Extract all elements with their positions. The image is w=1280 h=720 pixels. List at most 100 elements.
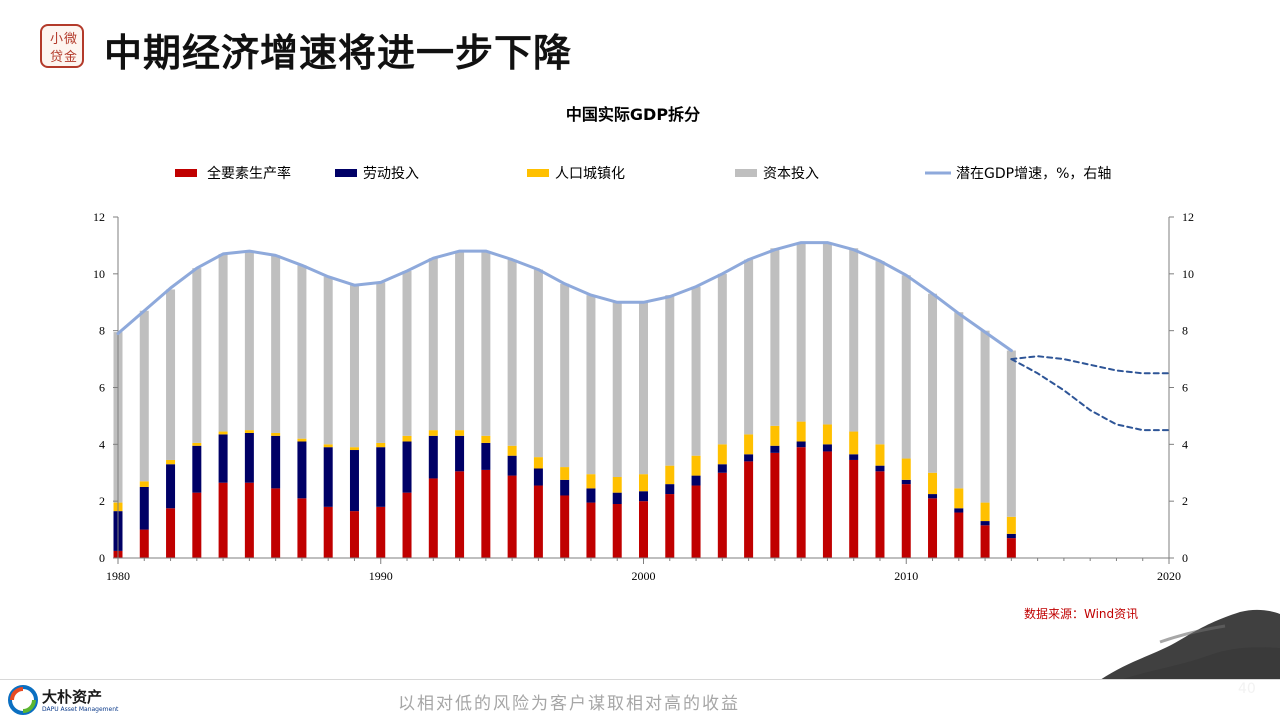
bar-2-1996 — [533, 468, 543, 486]
bar-1-1983 — [192, 492, 202, 558]
bar-2-1982 — [166, 464, 176, 509]
bar-1-1987 — [297, 498, 307, 558]
bar-2-1990 — [376, 447, 386, 507]
bar-2-2003 — [717, 464, 727, 473]
footer-slogan: 以相对低的风险为客户谋取相对高的收益 — [398, 694, 740, 714]
bar-4-1993 — [455, 251, 465, 431]
y-tick-label-right-10: 10 — [1182, 267, 1194, 281]
x-tick-label-2010: 2010 — [894, 569, 918, 583]
y-tick-label-left-4: 4 — [99, 437, 105, 451]
bar-4-2008 — [849, 248, 859, 432]
footer-divider — [0, 679, 1280, 680]
y-tick-label-left-0: 0 — [99, 551, 105, 565]
dapu-logo-icon — [8, 685, 38, 715]
bar-3-1989 — [349, 447, 359, 451]
bar-1-1993 — [455, 471, 465, 558]
bar-3-2007 — [822, 424, 832, 445]
bar-3-2006 — [796, 421, 806, 442]
bar-3-1988 — [323, 444, 333, 448]
bar-1-2003 — [717, 472, 727, 558]
bar-2-1989 — [349, 450, 359, 512]
bar-4-1986 — [271, 255, 281, 433]
bar-4-1988 — [323, 276, 333, 445]
bar-3-2001 — [665, 465, 675, 485]
bar-1-2011 — [928, 498, 938, 558]
bar-3-1997 — [560, 467, 570, 480]
bar-3-2008 — [849, 431, 859, 455]
bar-4-1992 — [428, 258, 438, 431]
y-tick-label-left-12: 12 — [93, 210, 105, 224]
bar-2-2013 — [980, 521, 990, 526]
bar-3-1982 — [166, 459, 176, 465]
bar-3-1994 — [481, 435, 491, 443]
bar-4-1998 — [586, 295, 596, 475]
bar-4-2000 — [639, 302, 648, 475]
bar-2-1995 — [507, 455, 517, 476]
bar-2-2011 — [928, 494, 938, 499]
bar-3-2014 — [1006, 516, 1016, 534]
legend-label-3: 人口城镇化 — [555, 166, 625, 182]
bar-4-2003 — [717, 273, 727, 445]
bar-1-1992 — [428, 478, 438, 558]
forecast-dashed-line-2 — [1010, 358, 1170, 432]
bar-2-2008 — [849, 454, 859, 460]
bar-3-1998 — [586, 474, 596, 489]
bar-1-2014 — [1006, 538, 1016, 558]
y-tick-label-right-2: 2 — [1182, 494, 1188, 508]
bar-4-2002 — [691, 286, 701, 456]
bar-4-2014 — [1006, 350, 1016, 517]
bar-4-2009 — [875, 261, 885, 445]
bar-1-1996 — [533, 485, 543, 558]
bar-2-1986 — [271, 435, 281, 489]
bar-2-1987 — [297, 441, 307, 499]
bar-2-2014 — [1006, 533, 1016, 539]
x-tick-label-1990: 1990 — [369, 569, 393, 583]
bar-4-1983 — [192, 268, 202, 443]
bar-2-1994 — [481, 442, 491, 470]
y-tick-label-right-0: 0 — [1182, 551, 1188, 565]
bar-4-1996 — [533, 269, 543, 458]
bar-4-1994 — [481, 251, 491, 436]
bar-4-1991 — [402, 270, 412, 436]
data-source-note: 数据来源：Wind资讯 — [1024, 607, 1139, 621]
bar-2-1988 — [323, 447, 333, 507]
bar-4-1990 — [376, 282, 386, 443]
bar-4-1997 — [560, 283, 570, 468]
bar-3-2010 — [901, 458, 911, 480]
bar-3-2013 — [980, 502, 990, 522]
bar-3-1983 — [192, 442, 202, 446]
bar-1-1994 — [481, 469, 491, 558]
bar-3-1999 — [612, 477, 622, 493]
y-tick-label-left-8: 8 — [99, 324, 105, 338]
bar-3-2011 — [928, 472, 938, 495]
legend-label-1: 全要素生产率 — [207, 165, 291, 182]
bar-3-2002 — [691, 455, 701, 476]
bar-4-2006 — [796, 242, 806, 422]
bar-1-2008 — [849, 459, 859, 558]
bar-1-1986 — [271, 488, 281, 558]
bar-4-1995 — [507, 259, 517, 446]
bar-3-1995 — [507, 445, 517, 456]
bar-2-1984 — [218, 434, 228, 483]
bar-2-2012 — [954, 508, 964, 513]
bar-2-1993 — [455, 435, 465, 472]
bar-2-2006 — [796, 441, 806, 448]
bar-1-1997 — [560, 495, 570, 558]
bar-2-1998 — [586, 488, 596, 503]
bar-1-1995 — [507, 475, 517, 558]
bar-1-2005 — [770, 452, 780, 558]
y-tick-label-left-6: 6 — [99, 381, 105, 395]
bar-1-1990 — [376, 506, 386, 558]
bar-1-1998 — [586, 502, 596, 558]
bar-3-1996 — [533, 457, 543, 469]
ink-landscape-decoration — [1100, 609, 1280, 680]
slide-title: 中期经济增速将进一步下降 — [104, 31, 573, 75]
bar-1-2006 — [796, 447, 806, 558]
bar-3-2004 — [744, 434, 754, 455]
bar-2-1997 — [560, 479, 570, 496]
bar-1-1989 — [349, 511, 359, 558]
bar-1-1981 — [139, 529, 149, 558]
x-tick-label-2020: 2020 — [1157, 569, 1181, 583]
bar-2-2002 — [691, 475, 701, 486]
bar-2-2010 — [901, 479, 911, 485]
